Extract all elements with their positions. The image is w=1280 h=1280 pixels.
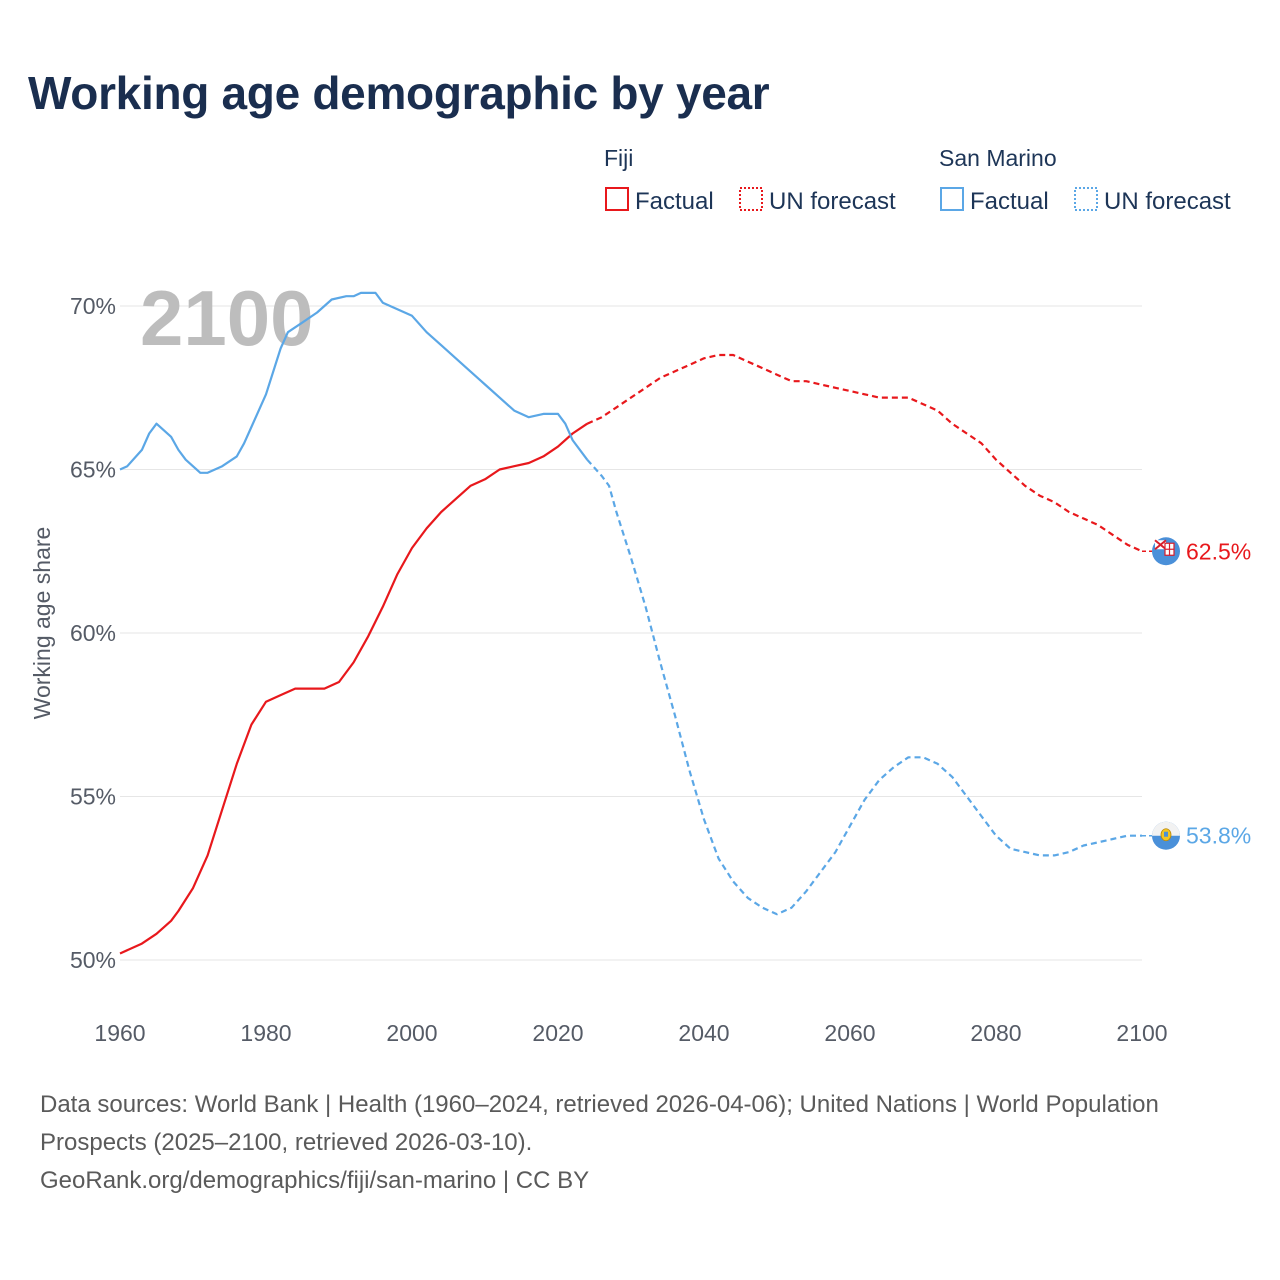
x-axis-ticks: 1960 1980 2000 2020 2040 2060 2080 2100 [94, 1020, 1167, 1046]
attribution-link[interactable]: GeoRank.org/demographics/fiji/san-marino… [40, 1167, 590, 1194]
legend-san-marino-forecast-swatch[interactable] [1074, 187, 1098, 211]
legend-fiji-factual-label[interactable]: Factual [635, 188, 714, 215]
x-tick-label: 2080 [970, 1020, 1021, 1046]
y-tick-label: 65% [70, 457, 116, 483]
year-watermark: 2100 [140, 274, 314, 362]
fiji-factual-line[interactable] [119, 422, 588, 955]
legend-san-marino-forecast-label[interactable]: UN forecast [1104, 188, 1231, 215]
x-tick-label: 2100 [1116, 1020, 1167, 1046]
fiji-forecast-line[interactable] [586, 353, 1143, 553]
y-axis-ticks: 50% 55% 60% 65% 70% [70, 293, 116, 973]
x-tick-label: 2060 [824, 1020, 875, 1046]
y-tick-label: 50% [70, 947, 116, 973]
san-marino-forecast-line[interactable] [586, 458, 1142, 916]
chart-title: Working age demographic by year [28, 67, 770, 119]
x-tick-label: 2000 [386, 1020, 437, 1046]
x-tick-label: 2040 [678, 1020, 729, 1046]
legend-san-marino-factual-swatch[interactable] [940, 187, 964, 211]
legend-san-marino-factual-label[interactable]: Factual [970, 188, 1049, 215]
legend-fiji-title: Fiji [604, 145, 633, 171]
legend: Fiji Factual UN forecast San Marino Fact… [604, 145, 1231, 215]
legend-san-marino-title: San Marino [939, 145, 1057, 171]
san-marino-factual-line[interactable] [119, 291, 589, 474]
legend-fiji-factual-swatch[interactable] [605, 187, 629, 211]
data-sources: Data sources: World Bank | Health (1960–… [40, 1091, 1159, 1156]
gridlines [120, 305, 1142, 961]
y-tick-label: 60% [70, 620, 116, 646]
y-tick-label: 55% [70, 784, 116, 810]
line-chart: Fiji Factual UN forecast San Marino Fact… [29, 145, 1251, 1046]
x-tick-label: 1960 [94, 1020, 145, 1046]
legend-fiji-forecast-swatch[interactable] [739, 187, 763, 211]
footer: Data sources: World Bank | Health (1960–… [40, 1086, 1240, 1200]
legend-fiji-forecast-label[interactable]: UN forecast [769, 188, 896, 215]
fiji-flag-icon[interactable] [1152, 537, 1180, 566]
y-axis-title: Working age share [29, 527, 55, 720]
san-marino-end-value-label: 53.8% [1186, 823, 1251, 849]
fiji-end-value-label: 62.5% [1186, 538, 1251, 564]
san-marino-flag-icon[interactable] [1152, 821, 1181, 850]
end-markers: 62.5% 53.8% [1152, 537, 1251, 850]
series-layer [119, 291, 1152, 955]
x-tick-label: 2020 [532, 1020, 583, 1046]
y-tick-label: 70% [70, 293, 116, 319]
x-tick-label: 1980 [240, 1020, 291, 1046]
